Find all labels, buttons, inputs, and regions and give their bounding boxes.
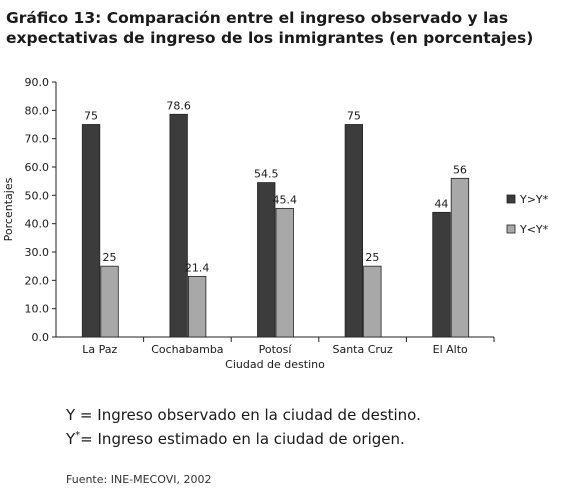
bar-y-lt-1	[187, 275, 207, 338]
note-line-2-rest: = Ingreso estimado en la ciudad de orige…	[80, 430, 405, 448]
y-tick-label: 40.0	[25, 218, 50, 231]
bar-y-gt-0	[81, 124, 101, 338]
y-tick-label: 90.0	[25, 76, 50, 89]
x-tick-label: El Alto	[433, 343, 468, 356]
chart-title: Gráfico 13: Comparación entre el ingreso…	[6, 9, 534, 47]
y-axis-label: Porcentajes	[2, 177, 15, 241]
bar-y-gt-1	[169, 113, 188, 338]
y-tick-label: 10.0	[25, 303, 50, 316]
y-tick-label: 80.0	[25, 104, 50, 117]
bar-y-lt-0	[100, 265, 119, 338]
legend-swatch-1	[506, 224, 516, 234]
note-line-1: Y = Ingreso observado en la ciudad de de…	[66, 406, 421, 424]
bar-y-gt-2	[257, 182, 276, 338]
bar-y-lt-4	[450, 177, 470, 338]
source-note: Fuente: INE-MECOVI, 2002	[66, 473, 212, 486]
x-axis-label: Ciudad de destino	[225, 358, 325, 371]
x-tick-label: Cochabamba	[151, 343, 223, 356]
data-label: 21.4	[185, 261, 210, 274]
data-label: 56	[453, 163, 467, 176]
note-line-2-sup: *	[75, 430, 81, 441]
y-tick-label: 70.0	[25, 133, 50, 146]
data-label: 44	[434, 197, 448, 210]
data-label: 54.5	[254, 168, 279, 181]
data-label: 75	[84, 110, 98, 123]
note-line-2-prefix: Y	[66, 430, 76, 448]
data-label: 45.4	[273, 193, 298, 206]
legend-label-1: Y<Y*	[519, 223, 549, 236]
x-tick-label: Potosí	[259, 343, 293, 356]
y-tick-label: 0.0	[32, 331, 50, 344]
data-label: 25	[103, 251, 117, 264]
legend-label-0: Y>Y*	[519, 193, 549, 206]
note-line-2: Y*= Ingreso estimado en la ciudad de ori…	[66, 430, 405, 448]
bar-y-lt-2	[275, 207, 294, 338]
bar-y-lt-3	[363, 265, 382, 338]
x-tick-label: La Paz	[82, 343, 117, 356]
y-tick-label: 20.0	[25, 274, 50, 287]
y-tick-label: 30.0	[25, 246, 50, 259]
data-label: 78.6	[166, 99, 191, 112]
legend-swatch-0	[506, 194, 516, 204]
y-tick-label: 60.0	[25, 161, 50, 174]
y-tick-label: 50.0	[25, 189, 50, 202]
data-label: 75	[347, 110, 361, 123]
data-label: 25	[365, 251, 379, 264]
x-tick-label: Santa Cruz	[332, 343, 392, 356]
bar-y-gt-4	[432, 211, 451, 338]
bar-y-gt-3	[344, 124, 364, 338]
